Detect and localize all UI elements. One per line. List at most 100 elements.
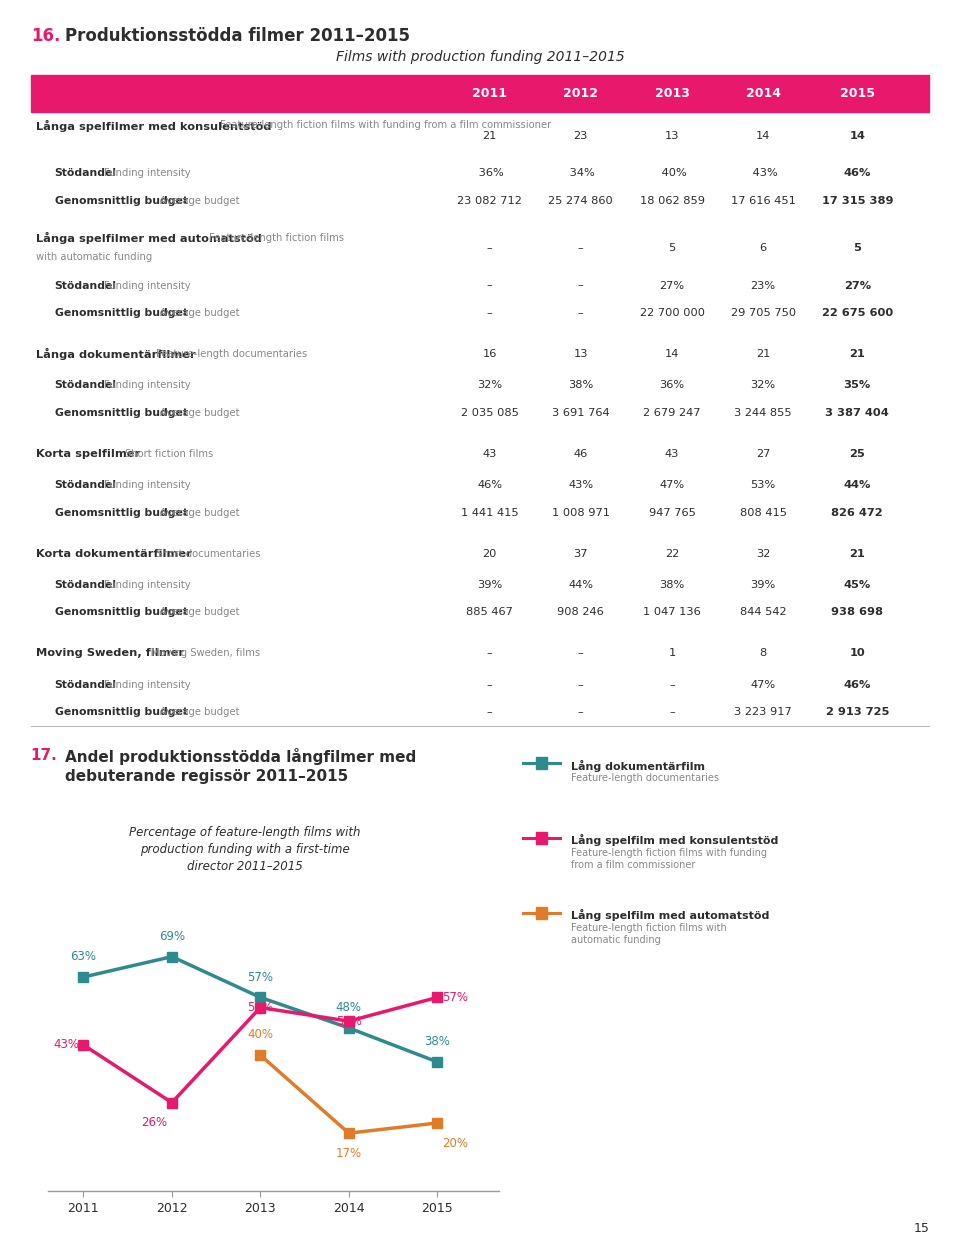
Text: 38%: 38% <box>424 1035 450 1047</box>
Text: 14: 14 <box>756 131 770 141</box>
Text: –: – <box>487 243 492 253</box>
Text: 37: 37 <box>573 549 588 559</box>
Text: Funding intensity: Funding intensity <box>105 168 191 178</box>
Text: 57%: 57% <box>442 991 468 1004</box>
Text: 1 008 971: 1 008 971 <box>552 508 610 518</box>
Text: –: – <box>487 680 492 690</box>
Text: 27%: 27% <box>660 281 684 291</box>
Text: 2 679 247: 2 679 247 <box>643 408 701 418</box>
Text: 14: 14 <box>665 349 679 359</box>
Text: 2011: 2011 <box>472 87 507 100</box>
Text: 39%: 39% <box>751 580 776 590</box>
Text: Average budget: Average budget <box>160 308 240 318</box>
Text: Produktionsstödda filmer 2011–2015: Produktionsstödda filmer 2011–2015 <box>65 27 410 45</box>
Text: 36%: 36% <box>660 380 684 390</box>
Text: 43: 43 <box>483 449 496 459</box>
Text: Percentage of feature-length films with
production funding with a first-time
dir: Percentage of feature-length films with … <box>129 826 361 873</box>
Text: 2013: 2013 <box>655 87 689 100</box>
Text: 36%: 36% <box>475 168 504 178</box>
Text: 18 062 859: 18 062 859 <box>639 196 705 206</box>
Text: 844 542: 844 542 <box>740 607 786 617</box>
Text: 21: 21 <box>850 349 865 359</box>
Text: Funding intensity: Funding intensity <box>105 580 191 590</box>
Text: 47%: 47% <box>660 480 684 490</box>
Text: Stödandel: Stödandel <box>55 680 117 690</box>
Text: Genomsnittlig budget: Genomsnittlig budget <box>55 408 188 418</box>
Text: 17 616 451: 17 616 451 <box>731 196 796 206</box>
Text: 2014: 2014 <box>746 87 780 100</box>
Text: 32: 32 <box>756 549 770 559</box>
Text: Stödandel: Stödandel <box>55 380 117 390</box>
Text: 22: 22 <box>665 549 679 559</box>
Text: 23%: 23% <box>751 281 776 291</box>
Text: 32%: 32% <box>477 380 502 390</box>
Text: Korta dokumentärfilmer: Korta dokumentärfilmer <box>36 549 191 559</box>
Text: 47%: 47% <box>751 680 776 690</box>
Text: Lång spelfilm med konsulentstöd: Lång spelfilm med konsulentstöd <box>571 834 779 847</box>
Text: 16: 16 <box>483 349 496 359</box>
Text: –: – <box>487 281 492 291</box>
Text: –: – <box>578 243 584 253</box>
Text: –: – <box>669 707 675 717</box>
Text: Short documentaries: Short documentaries <box>156 549 261 559</box>
Text: Feature-length fiction films: Feature-length fiction films <box>209 233 345 243</box>
Text: Average budget: Average budget <box>160 707 240 717</box>
Text: Moving Sweden, filmer: Moving Sweden, filmer <box>36 648 183 658</box>
Text: Lång dokumentärfilm: Lång dokumentärfilm <box>571 759 706 772</box>
Text: Stödandel: Stödandel <box>55 580 117 590</box>
Text: 48%: 48% <box>336 1001 362 1014</box>
Text: –: – <box>578 281 584 291</box>
Text: 27%: 27% <box>844 281 871 291</box>
Text: –: – <box>578 648 584 658</box>
Text: Feature-length fiction films with funding: Feature-length fiction films with fundin… <box>571 848 767 858</box>
Text: 25: 25 <box>850 449 865 459</box>
Text: 35%: 35% <box>844 380 871 390</box>
Text: 16.: 16. <box>31 27 60 45</box>
Text: 44%: 44% <box>844 480 871 490</box>
Text: 2012: 2012 <box>564 87 598 100</box>
Text: Funding intensity: Funding intensity <box>105 281 191 291</box>
Text: with automatic funding: with automatic funding <box>36 252 152 262</box>
Text: Långa dokumentärfilmer: Långa dokumentärfilmer <box>36 348 195 360</box>
Text: 27: 27 <box>756 449 770 459</box>
Text: 5: 5 <box>853 243 861 253</box>
Text: 46%: 46% <box>844 168 871 178</box>
Text: 46: 46 <box>574 449 588 459</box>
Text: 3 244 855: 3 244 855 <box>734 408 792 418</box>
Text: 20: 20 <box>483 549 496 559</box>
Text: Funding intensity: Funding intensity <box>105 680 191 690</box>
Text: from a film commissioner: from a film commissioner <box>571 860 696 870</box>
Text: 13: 13 <box>573 349 588 359</box>
Text: –: – <box>578 308 584 318</box>
Text: 21: 21 <box>483 131 496 141</box>
Text: 5: 5 <box>668 243 676 253</box>
Text: 15: 15 <box>913 1222 929 1235</box>
Text: 57%: 57% <box>248 970 274 984</box>
Text: Feature-length fiction films with: Feature-length fiction films with <box>571 923 727 933</box>
Text: 46%: 46% <box>477 480 502 490</box>
Text: 34%: 34% <box>566 168 595 178</box>
Text: 3 223 917: 3 223 917 <box>734 707 792 717</box>
Text: 43%: 43% <box>749 168 778 178</box>
Text: 13: 13 <box>664 131 680 141</box>
Text: 38%: 38% <box>660 580 684 590</box>
Text: Average budget: Average budget <box>160 607 240 617</box>
Text: 908 246: 908 246 <box>558 607 604 617</box>
Text: Genomsnittlig budget: Genomsnittlig budget <box>55 308 188 318</box>
Text: Genomsnittlig budget: Genomsnittlig budget <box>55 196 188 206</box>
Text: 10: 10 <box>850 648 865 658</box>
Text: Feature-length fiction films with funding from a film commissioner: Feature-length fiction films with fundin… <box>220 121 551 131</box>
Text: 53%: 53% <box>751 480 776 490</box>
Text: 3 387 404: 3 387 404 <box>826 408 889 418</box>
Text: Korta spelfilmer: Korta spelfilmer <box>36 449 140 459</box>
Text: 43%: 43% <box>53 1039 79 1051</box>
Text: 17.: 17. <box>31 748 58 763</box>
Text: 2 035 085: 2 035 085 <box>461 408 518 418</box>
Text: 26%: 26% <box>141 1116 167 1130</box>
Text: 2 913 725: 2 913 725 <box>826 707 889 717</box>
Text: 40%: 40% <box>248 1029 274 1041</box>
Text: Genomsnittlig budget: Genomsnittlig budget <box>55 607 188 617</box>
Text: Genomsnittlig budget: Genomsnittlig budget <box>55 707 188 717</box>
Text: 46%: 46% <box>844 680 871 690</box>
Text: Average budget: Average budget <box>160 508 240 518</box>
